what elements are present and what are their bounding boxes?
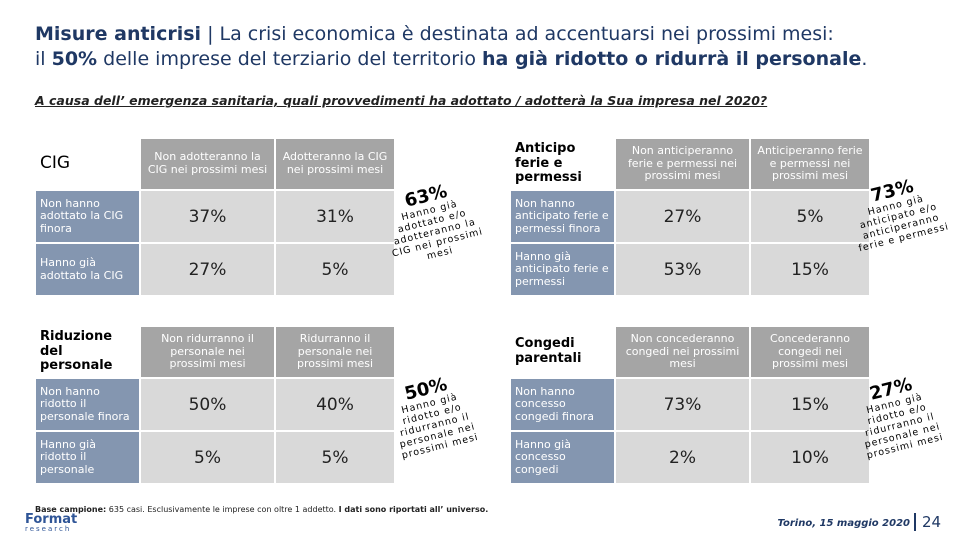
- table-title: Riduzione del personale: [35, 326, 140, 378]
- value-cell: 10%: [750, 431, 870, 484]
- value-cell: 50%: [140, 378, 275, 431]
- value-cell: 73%: [615, 378, 750, 431]
- title-part: delle imprese del terziario del territor…: [97, 47, 483, 70]
- column-header: Non ridurranno il personale nei prossimi…: [140, 326, 275, 378]
- title-part: 50%: [51, 47, 98, 70]
- title-line: il 50% delle imprese del terziario del t…: [35, 47, 935, 72]
- title-line: Misure anticrisi | La crisi economica è …: [35, 22, 935, 47]
- base-label: Base campione:: [35, 505, 107, 514]
- base-note: Base campione: 635 casi. Esclusivamente …: [35, 505, 488, 514]
- logo-text: Format: [25, 512, 78, 527]
- title-part: | La crisi economica è destinata ad acce…: [201, 23, 834, 45]
- value-cell: 2%: [615, 431, 750, 484]
- value-cell: 15%: [750, 243, 870, 296]
- page-number: 24: [914, 513, 941, 531]
- value-cell: 5%: [275, 431, 395, 484]
- value-cell: 53%: [615, 243, 750, 296]
- row-label: Hanno già adottato la CIG: [35, 243, 140, 296]
- value-cell: 5%: [140, 431, 275, 484]
- value-cell: 37%: [140, 190, 275, 243]
- column-header: Non concederanno congedi nei prossimi me…: [615, 326, 750, 378]
- value-cell: 15%: [750, 378, 870, 431]
- column-header: Adotteranno la CIG nei prossimi mesi: [275, 138, 395, 190]
- value-cell: 27%: [615, 190, 750, 243]
- base-bold: I dati sono riportati all’ universo.: [338, 505, 489, 514]
- row-label: Hanno già concesso congedi: [510, 431, 615, 484]
- value-cell: 5%: [275, 243, 395, 296]
- logo-sub: research: [25, 525, 72, 533]
- date: Torino, 15 maggio 2020: [777, 518, 910, 529]
- question: A causa dell’ emergenza sanitaria, quali…: [35, 93, 768, 108]
- logo: Format research: [25, 513, 77, 533]
- value-cell: 27%: [140, 243, 275, 296]
- column-header: Non anticiperanno ferie e permessi nei p…: [615, 138, 750, 190]
- table-title: Anticipo ferie e permessi: [510, 138, 615, 190]
- table-title: CIG: [35, 138, 140, 190]
- value-cell: 5%: [750, 190, 870, 243]
- title-part: .: [861, 47, 868, 70]
- title-part: il: [35, 47, 52, 70]
- column-header: Ridurranno il personale nei prossimi mes…: [275, 326, 395, 378]
- value-cell: 40%: [275, 378, 395, 431]
- column-header: Anticiperanno ferie e permessi nei pross…: [750, 138, 870, 190]
- row-label: Non hanno concesso congedi finora: [510, 378, 615, 431]
- value-cell: 31%: [275, 190, 395, 243]
- row-label: Hanno già ridotto il personale: [35, 431, 140, 484]
- base-text: 635 casi. Esclusivamente le imprese con …: [106, 505, 339, 514]
- row-label: Hanno già anticipato ferie e permessi: [510, 243, 615, 296]
- column-header: Concederanno congedi nei prossimi mesi: [750, 326, 870, 378]
- title-part: Misure anticrisi: [35, 23, 202, 45]
- row-label: Non hanno ridotto il personale finora: [35, 378, 140, 431]
- row-label: Non hanno adottato la CIG finora: [35, 190, 140, 243]
- table-title: Congedi parentali: [510, 326, 615, 378]
- title-part: ha già ridotto o ridurrà il personale: [482, 47, 862, 70]
- title: Misure anticrisi | La crisi economica è …: [35, 22, 935, 71]
- row-label: Non hanno anticipato ferie e permessi fi…: [510, 190, 615, 243]
- column-header: Non adotteranno la CIG nei prossimi mesi: [140, 138, 275, 190]
